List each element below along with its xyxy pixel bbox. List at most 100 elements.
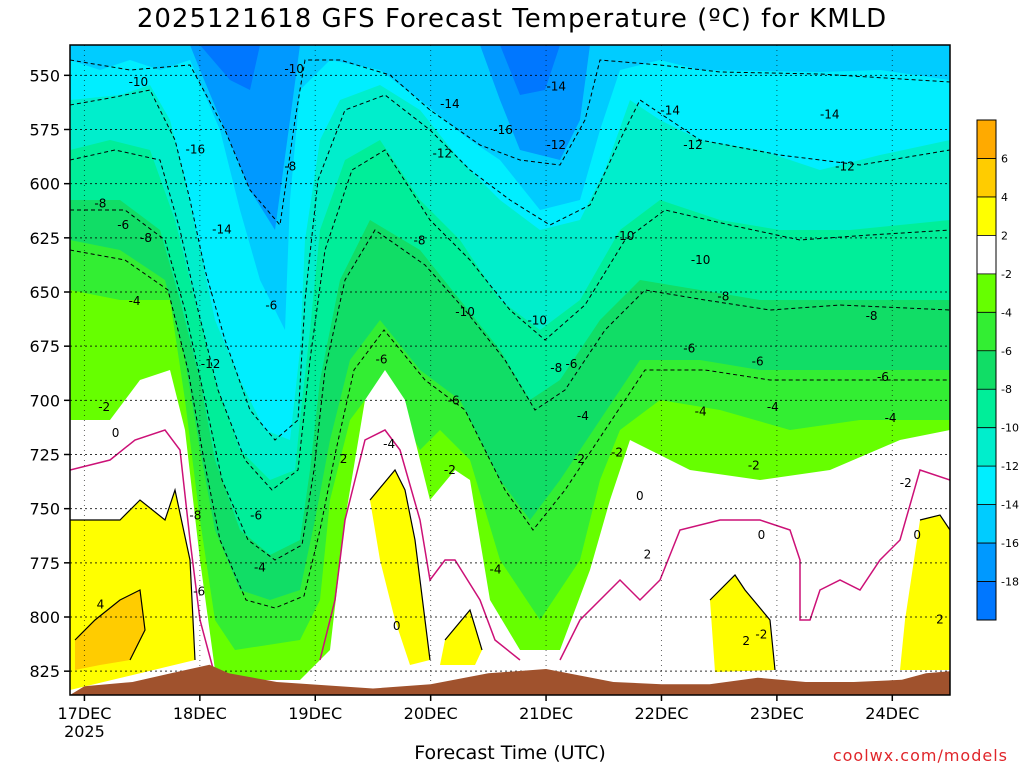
contour-label: -16 — [186, 142, 206, 156]
contour-label: 2 — [644, 548, 652, 562]
x-tick-label: 17DEC — [57, 704, 111, 723]
colorbar-label: -16 — [1001, 537, 1019, 550]
contour-label: -10 — [284, 62, 304, 76]
colorbar-swatch — [976, 273, 997, 313]
colorbar-label: -14 — [1001, 499, 1019, 512]
contour-label: -6 — [683, 342, 695, 356]
contour-label: -8 — [140, 231, 152, 245]
x-tick-label: 22DEC — [634, 704, 688, 723]
colorbar-label: 2 — [1001, 229, 1008, 242]
x-axis-label: Forecast Time (UTC) — [414, 742, 606, 764]
contour-label: 0 — [636, 489, 644, 503]
contour-label: 4 — [97, 597, 105, 611]
colorbar-swatch — [976, 542, 997, 582]
contour-label: -14 — [546, 80, 566, 94]
contour-label: -4 — [129, 294, 141, 308]
contour-labels: -10-16-14-8-6-8-4-204-12-8-6-10-8-6-4-62… — [94, 62, 943, 648]
contour-label: -4 — [767, 400, 779, 414]
contour-label: 2 — [936, 613, 944, 627]
colorbar-label: 6 — [1001, 152, 1008, 165]
y-tick-label: 600 — [29, 175, 60, 194]
x-tick-label: 23DEC — [750, 704, 804, 723]
contour-label: -8 — [414, 233, 426, 247]
contour-label: -10 — [615, 229, 635, 243]
band-plus4 — [75, 590, 145, 670]
contour-label: -4 — [577, 409, 589, 423]
contour-label: -12 — [546, 138, 566, 152]
contour-label: -4 — [254, 561, 266, 575]
plot-frame — [69, 44, 951, 696]
contour-label: -10 — [691, 253, 711, 267]
contour-label: -14 — [820, 108, 840, 122]
colorbar-label: -4 — [1001, 306, 1012, 319]
x-tick-label: 20DEC — [404, 704, 458, 723]
colorbar-swatch — [976, 196, 997, 236]
contour-label: -2 — [900, 476, 912, 490]
colorbar-swatch — [976, 158, 997, 198]
contour-label: 2 — [742, 634, 750, 648]
contour-label: -6 — [265, 298, 277, 312]
temperature-field: -10-16-14-8-6-8-4-204-12-8-6-10-8-6-4-62… — [70, 45, 950, 695]
x-tick-label: 21DEC — [519, 704, 573, 723]
watermark: coolwx.com/models — [832, 746, 1008, 765]
y-tick-label: 800 — [29, 608, 60, 627]
colorbar-label: -6 — [1001, 345, 1012, 358]
contour-label: -10 — [129, 75, 149, 89]
colorbar-swatch — [976, 312, 997, 352]
colorbar-label: -10 — [1001, 422, 1019, 435]
contour-label: -8 — [550, 361, 562, 375]
band-minus18 — [200, 45, 560, 95]
terrain — [70, 664, 950, 695]
x-tick-sublabel: 2025 — [64, 722, 105, 741]
contour-label: -10 — [527, 314, 547, 328]
y-tick-label: 750 — [29, 500, 60, 519]
contour-label: -6 — [752, 355, 764, 369]
contour-label: -2 — [98, 400, 110, 414]
contour-label: 0 — [913, 528, 921, 542]
colorbar: 6 4 2 -2 -4 -6 -8 -10 -12 -14 -16 -18 — [976, 119, 1019, 621]
contour-label: -4 — [885, 411, 897, 425]
contour-label: -16 — [493, 123, 513, 137]
contour-label: -4 — [489, 563, 501, 577]
y-tick-label: 675 — [29, 337, 60, 356]
contour-label: -2 — [755, 628, 767, 642]
y-tick-label: 625 — [29, 229, 60, 248]
colorbar-label: -2 — [1001, 268, 1012, 281]
contour-label: -12 — [432, 147, 452, 161]
warm-contours — [70, 468, 950, 671]
contour-label: -12 — [683, 138, 703, 152]
contour-label: 2 — [340, 452, 348, 466]
x-tick-label: 24DEC — [865, 704, 919, 723]
colorbar-swatch — [976, 581, 997, 621]
chart-title: 2025121618 GFS Forecast Temperature (ºC)… — [136, 4, 888, 34]
colorbar-swatch — [976, 427, 997, 467]
contour-label: -8 — [94, 197, 106, 211]
contour-label: -6 — [565, 357, 577, 371]
band-minus16 — [190, 45, 590, 230]
y-tick-label: 725 — [29, 446, 60, 465]
contour-label: -2 — [444, 463, 456, 477]
contour-label: -6 — [193, 584, 205, 598]
contour-label: -6 — [250, 509, 262, 523]
contour-label: -14 — [212, 223, 232, 237]
contour-label: 0 — [758, 528, 766, 542]
contour-label: -4 — [383, 437, 395, 451]
contour-label: -14 — [440, 97, 460, 111]
colorbar-label: -12 — [1001, 460, 1019, 473]
contour-label: -8 — [866, 309, 878, 323]
x-tick-label: 18DEC — [173, 704, 227, 723]
colorbar-swatch — [976, 504, 997, 544]
contour-label: -10 — [455, 305, 475, 319]
contour-label: -6 — [376, 353, 388, 367]
contour-label: 0 — [393, 619, 401, 633]
y-tick-label: 700 — [29, 391, 60, 410]
contour-label: -6 — [117, 218, 129, 232]
contour-label: -6 — [877, 370, 889, 384]
colorbar-swatch — [976, 465, 997, 505]
colorbar-swatch — [976, 388, 997, 428]
y-axis: 550 575 600 625 650 675 700 725 750 775 800 825 — [29, 66, 70, 681]
colorbar-label: -8 — [1001, 383, 1012, 396]
contour-label: -2 — [611, 446, 623, 460]
band-plus2 — [70, 470, 950, 690]
contour-label: -12 — [835, 160, 855, 174]
